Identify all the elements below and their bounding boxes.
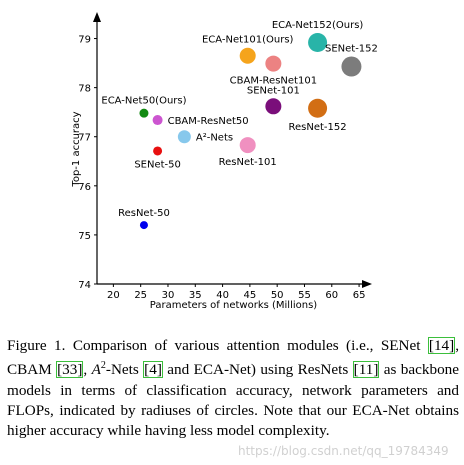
- caption-text-1: Figure 1. Comparison of various attentio…: [7, 337, 428, 354]
- caption-text-3: ,: [83, 361, 92, 379]
- point-label: SENet-50: [134, 159, 181, 170]
- y-tick-label: 78: [78, 84, 91, 95]
- point-label: SENet-152: [325, 44, 378, 55]
- y-tick-label: 75: [78, 231, 91, 242]
- y-axis-arrow: [93, 12, 101, 22]
- data-point: [239, 137, 256, 154]
- point-label: ECA-Net152(Ours): [272, 20, 364, 31]
- data-point: [308, 32, 328, 52]
- caption-text-6: as backbone models in terms of classific…: [7, 361, 460, 440]
- point-label: SENet-101: [247, 85, 300, 96]
- citation-link-resnet[interactable]: [11]: [352, 361, 380, 379]
- citation-link-senet[interactable]: [14]: [427, 337, 456, 354]
- x-tick-label: 20: [107, 290, 120, 301]
- point-label: ECA-Net101(Ours): [202, 35, 294, 46]
- y-tick-label: 76: [78, 182, 91, 193]
- point-labels: ResNet-50 SENet-50 CBAM-ResNet50 ECA-Net50(…: [101, 20, 378, 219]
- caption-a-superscript: 2: [100, 360, 106, 372]
- x-tick-label: 55: [298, 290, 311, 301]
- x-tick-label: 60: [325, 290, 338, 301]
- citation-link-a2nets[interactable]: [4]: [143, 361, 163, 379]
- axes: [93, 12, 372, 288]
- caption-text-2: , CBAM: [7, 337, 459, 379]
- caption-text-4: -Nets: [105, 361, 144, 379]
- data-point: [139, 221, 148, 230]
- point-label: CBAM-ResNet101: [230, 76, 317, 87]
- x-tick-label: 40: [216, 290, 229, 301]
- x-axis-label: Parameters of networks (Millions): [150, 300, 318, 311]
- point-label: ECA-Net50(Ours): [101, 96, 186, 107]
- watermark-url: https://blog.csdn.net/qq_19784349: [238, 444, 449, 458]
- point-label: ResNet-101: [219, 157, 277, 168]
- x-tick-label: 45: [244, 290, 257, 301]
- ticks: 20 25 30 35 40 45 50 55 60 65 74 75 76 77 78 79: [78, 35, 365, 301]
- data-point: [341, 56, 362, 77]
- point-label: ResNet-152: [289, 122, 347, 133]
- y-axis-label: Top-1 accuracy: [71, 111, 82, 187]
- data-point: [265, 98, 282, 115]
- data-point: [239, 47, 256, 64]
- x-tick-label: 30: [162, 290, 175, 301]
- y-tick-label: 79: [78, 35, 91, 46]
- point-label: CBAM-ResNet50: [168, 116, 249, 127]
- y-tick-label: 74: [78, 280, 91, 291]
- caption-text-5: and ECA-Net) using ResNets: [162, 361, 353, 379]
- data-point: [265, 55, 282, 72]
- data-point: [308, 98, 328, 118]
- scatter-chart: 20 25 30 35 40 45 50 55 60 65 74 75 76 77 78 79 ResNet-…: [71, 12, 378, 311]
- point-label: ResNet-50: [118, 208, 170, 219]
- point-label: A²-Nets: [196, 133, 233, 144]
- data-point: [177, 130, 191, 144]
- data-points: [139, 32, 362, 230]
- y-tick-label: 77: [78, 133, 91, 144]
- data-point: [152, 115, 163, 126]
- citation-link-cbam[interactable]: [33]: [56, 361, 84, 379]
- x-tick-label: 35: [189, 290, 202, 301]
- x-tick-label: 65: [353, 290, 366, 301]
- x-axis-arrow: [362, 280, 372, 288]
- x-tick-label: 50: [271, 290, 284, 301]
- caption-a-symbol: A: [91, 361, 101, 379]
- data-point: [153, 146, 163, 156]
- x-tick-label: 25: [134, 290, 147, 301]
- figure-caption: Figure 1. Comparison of various attentio…: [7, 336, 459, 442]
- data-point: [139, 108, 149, 118]
